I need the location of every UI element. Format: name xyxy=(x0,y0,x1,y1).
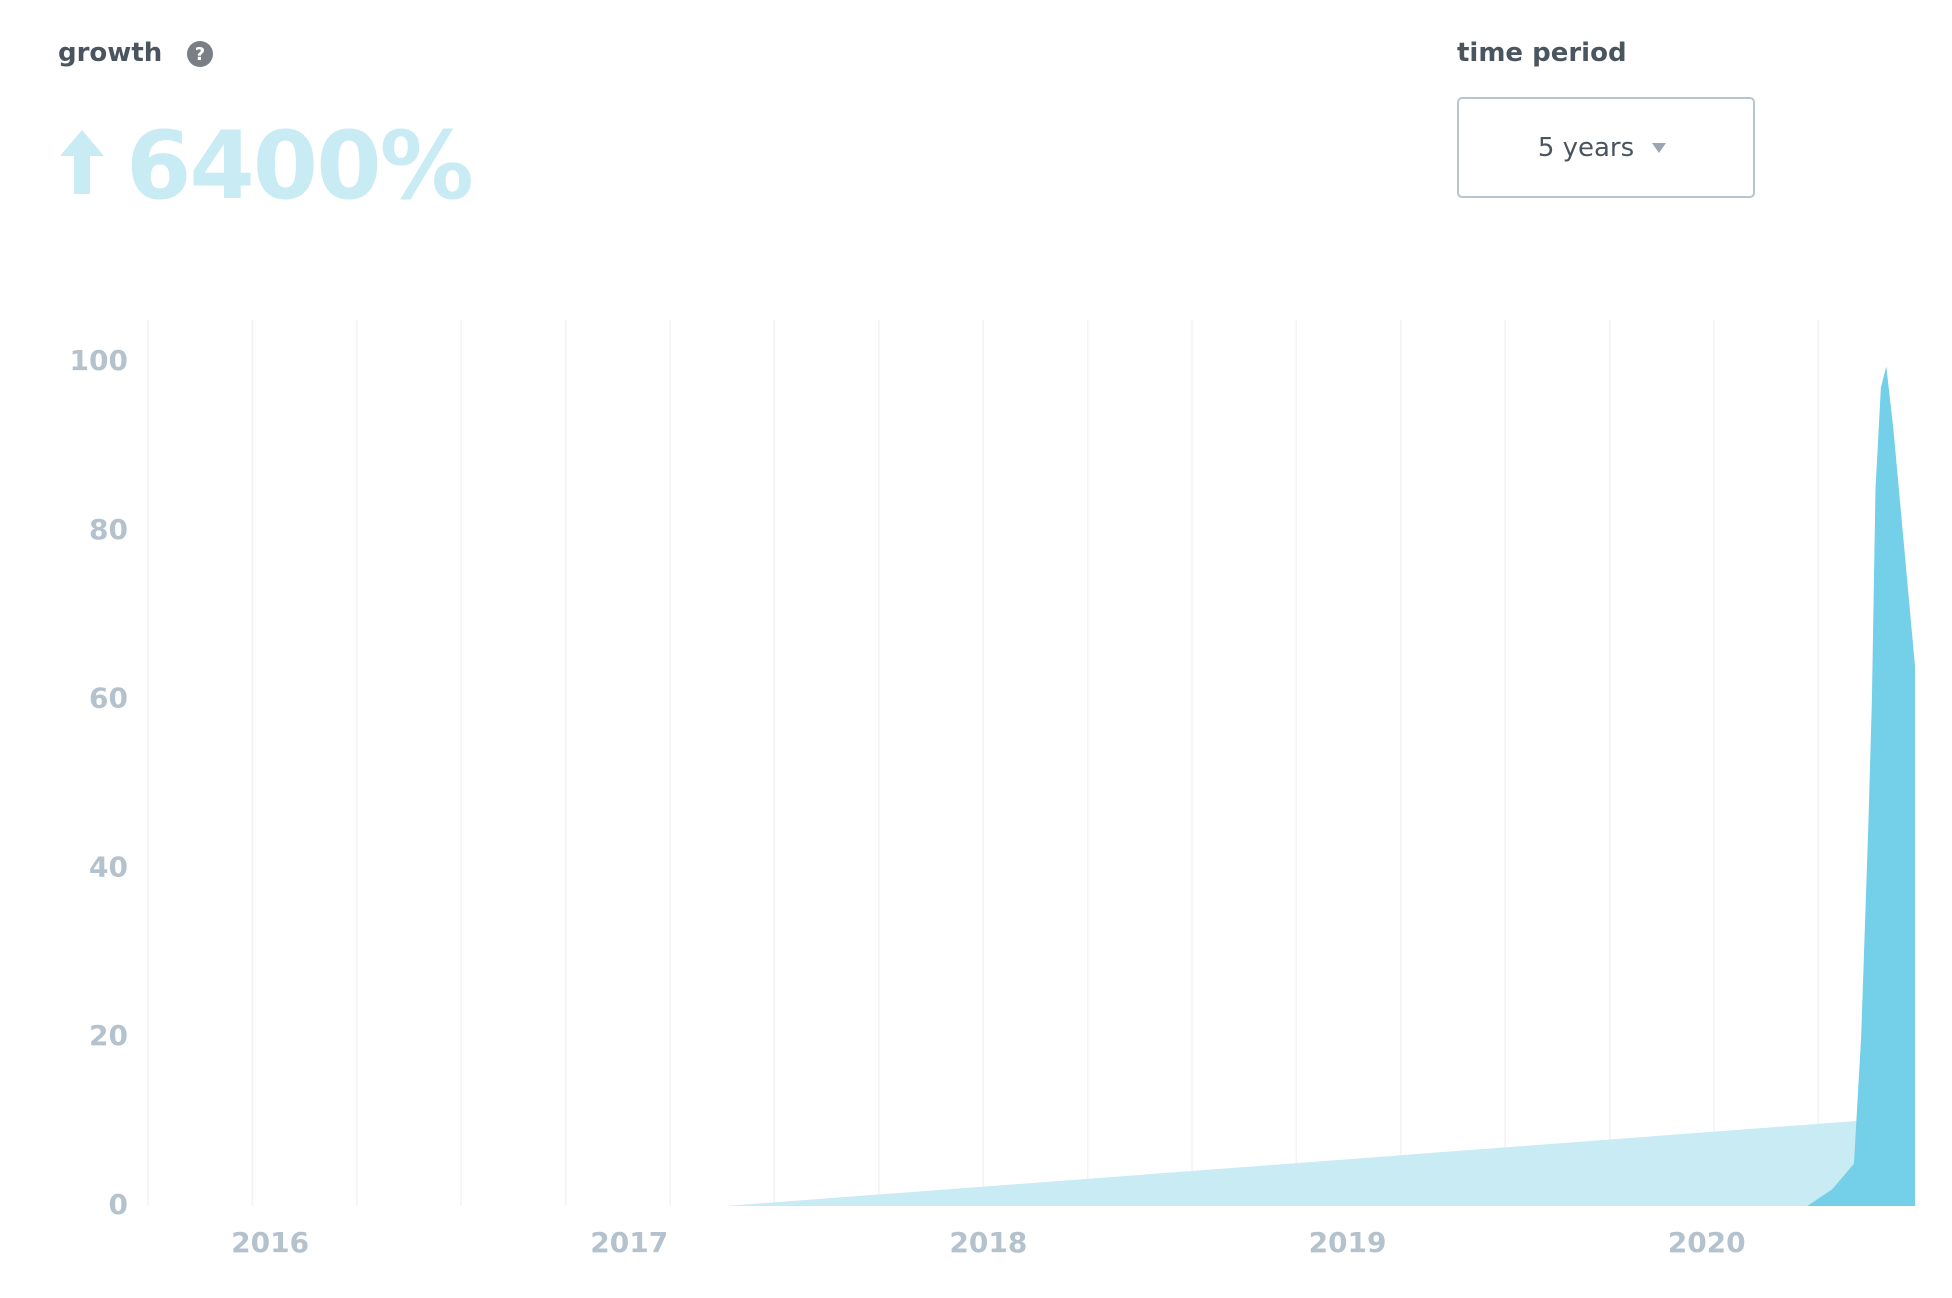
period-value: 5 years xyxy=(1537,132,1635,163)
y-tick-label: 20 xyxy=(89,1019,128,1052)
y-tick-label: 60 xyxy=(89,682,128,715)
x-tick-label: 2017 xyxy=(590,1226,668,1259)
y-tick-label: 100 xyxy=(70,344,128,377)
svg-text:?: ? xyxy=(195,44,205,65)
growth-label: growth xyxy=(58,38,163,68)
growth-value: 6400% xyxy=(126,112,474,221)
x-tick-label: 2018 xyxy=(949,1226,1027,1259)
caret xyxy=(1652,142,1667,153)
y-tick-label: 40 xyxy=(89,850,128,883)
area xyxy=(726,1116,1915,1206)
y-tick-label: 80 xyxy=(89,513,128,546)
period-label: time period xyxy=(1457,38,1627,68)
up-arrow xyxy=(60,130,104,194)
x-tick-label: 2020 xyxy=(1668,1226,1746,1259)
area xyxy=(1807,366,1915,1206)
x-tick-label: 2016 xyxy=(231,1226,309,1259)
period-dropdown[interactable]: 5 years xyxy=(1457,97,1755,198)
x-tick-label: 2019 xyxy=(1309,1226,1387,1259)
help-icon[interactable]: ? xyxy=(186,40,214,68)
y-tick-label: 0 xyxy=(109,1188,128,1221)
